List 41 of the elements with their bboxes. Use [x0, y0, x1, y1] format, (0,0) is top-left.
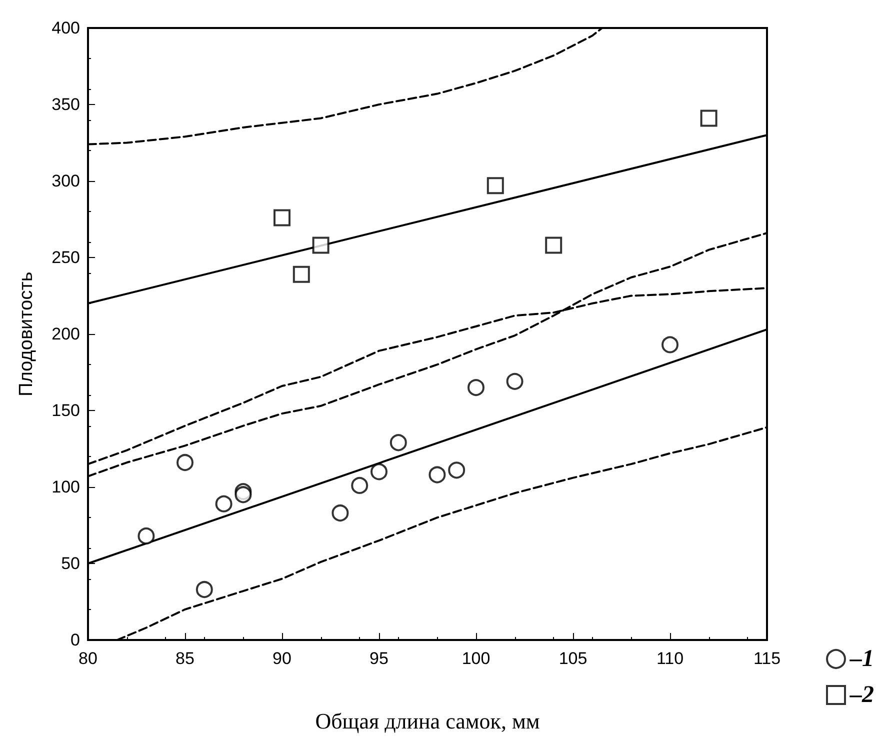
point [486, 177, 504, 194]
point [468, 379, 484, 396]
point [506, 372, 524, 390]
y-tick-label: 50 [61, 554, 80, 573]
x-tick-label: 115 [753, 649, 781, 668]
x-axis-title: Общая длина самок, мм [315, 708, 540, 734]
point [390, 434, 407, 452]
point [351, 476, 368, 494]
x-tick-label: 90 [272, 649, 292, 668]
point [428, 466, 446, 484]
x-tick-label: 80 [78, 649, 98, 668]
y-tick-label: 200 [52, 324, 80, 344]
point [292, 266, 310, 283]
y-tick-label: 150 [52, 401, 80, 420]
point [662, 336, 678, 354]
point [274, 209, 290, 226]
point [312, 236, 330, 254]
x-tick-label: 110 [656, 649, 684, 668]
y-tick-label: 100 [52, 478, 80, 496]
point [176, 454, 194, 472]
x-tick-label: 95 [370, 649, 388, 668]
y-tick-label: 400 [52, 18, 80, 38]
legend-label: –2 [849, 682, 874, 708]
x-tick-label: 105 [558, 649, 588, 668]
point [370, 463, 388, 480]
point [545, 236, 562, 254]
point [196, 581, 213, 598]
legend-label: –1 [849, 646, 874, 672]
point [332, 504, 349, 522]
x-tick-label: 100 [462, 649, 490, 668]
point [234, 486, 252, 504]
y-axis-title: Плодовитость [16, 272, 37, 396]
point [448, 462, 466, 479]
point [138, 527, 155, 544]
point [700, 110, 718, 127]
x-tick-label: 85 [176, 649, 194, 668]
y-tick-label: 250 [52, 248, 80, 267]
y-tick-label: 0 [70, 630, 80, 650]
point [215, 495, 232, 512]
y-tick-label: 300 [52, 172, 80, 190]
y-tick-label: 350 [52, 95, 80, 114]
